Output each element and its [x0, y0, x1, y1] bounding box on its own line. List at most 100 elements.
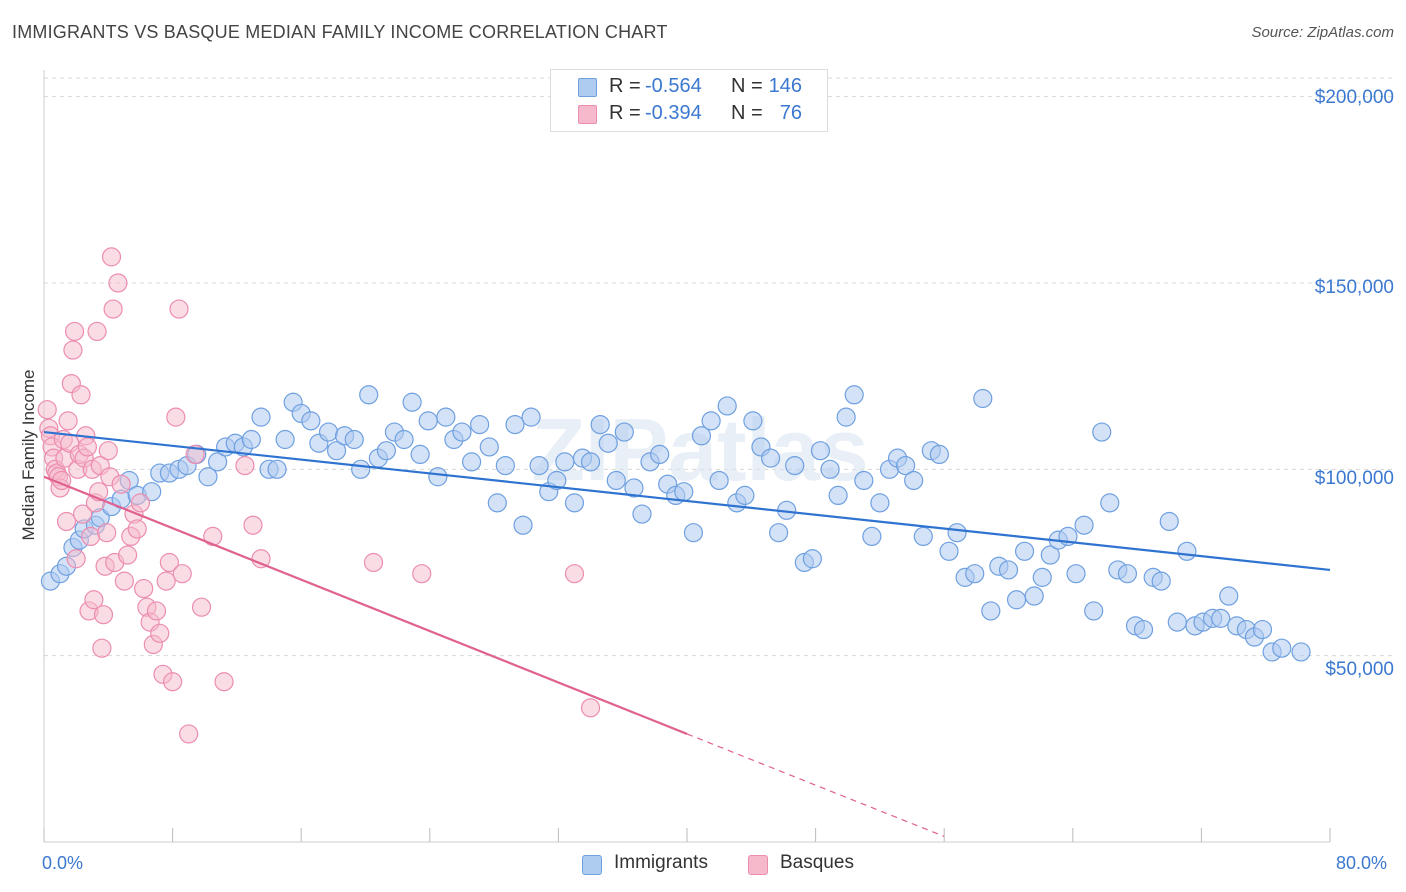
trend-lines — [43, 430, 1331, 837]
basques-point — [64, 321, 85, 342]
basques-point — [166, 407, 186, 427]
immigrants-point — [973, 388, 993, 409]
immigrants-point — [1100, 493, 1120, 513]
immigrants-point — [896, 455, 916, 476]
immigrants-point — [198, 467, 218, 487]
immigrants-point — [785, 455, 805, 476]
basques-point — [363, 552, 384, 573]
basques-point — [93, 605, 114, 625]
immigrants-point — [1177, 541, 1197, 561]
immigrants-point — [836, 407, 856, 427]
immigrants-point — [862, 526, 882, 547]
basques-point — [71, 385, 91, 405]
immigrants-point — [590, 414, 610, 435]
basques-point — [146, 601, 167, 621]
immigrants-point — [359, 385, 379, 405]
immigrants-point — [1074, 515, 1094, 535]
immigrants-point — [1211, 608, 1231, 628]
legend-row-basques: R = -0.394 N = 76 — [551, 101, 827, 128]
basques-point — [58, 411, 78, 431]
correlation-legend: R = -0.564 N = 146 R = -0.394 N = 76 — [550, 69, 828, 132]
immigrants-point — [521, 407, 541, 427]
basques-legend-swatch — [748, 855, 768, 875]
immigrants-point — [547, 470, 567, 491]
immigrants-legend-swatch — [582, 855, 602, 875]
immigrants-point — [495, 455, 515, 476]
immigrants-point — [810, 441, 831, 461]
basques-point — [84, 590, 104, 610]
immigrants-point — [820, 459, 840, 479]
immigrants-point — [598, 433, 618, 453]
immigrants-point — [318, 422, 339, 442]
immigrants-point — [344, 429, 364, 450]
axes — [43, 70, 1331, 843]
chart-title: IMMIGRANTS VS BASQUE MEDIAN FAMILY INCOM… — [12, 22, 668, 42]
basques-point — [114, 571, 134, 591]
immigrants-point — [1133, 619, 1154, 640]
immigrants-point — [275, 429, 295, 450]
legend-row-immigrants: R = -0.564 N = 146 — [551, 74, 827, 101]
immigrants-point — [1151, 571, 1171, 591]
immigrants-point — [208, 452, 228, 472]
chart-source: Source: ZipAtlas.com — [1251, 24, 1394, 41]
basques-point — [103, 299, 123, 319]
immigrants-point — [802, 549, 822, 569]
immigrants-point — [769, 523, 789, 543]
immigrants-point — [241, 429, 261, 450]
immigrants-point — [301, 411, 321, 431]
immigrants-point — [674, 482, 694, 502]
immigrants-point — [1024, 586, 1044, 606]
basques-point — [72, 504, 93, 524]
basques-point — [63, 340, 83, 360]
basques-point — [412, 564, 432, 584]
r-label: R = — [609, 102, 641, 124]
basques-point — [564, 564, 585, 584]
immigrants-point — [470, 414, 490, 435]
immigrants-point — [452, 422, 472, 442]
basques-point — [108, 273, 128, 293]
immigrants-point — [436, 407, 456, 427]
basques-trend-line — [43, 475, 688, 735]
immigrants-point — [606, 470, 626, 491]
basques-point — [172, 564, 192, 584]
immigrants-point — [624, 478, 644, 498]
n-label: N = — [731, 102, 763, 124]
basques-point — [130, 493, 151, 513]
immigrants-point — [717, 396, 737, 416]
immigrants-point — [691, 426, 712, 446]
immigrants-point — [870, 493, 890, 513]
basques-point — [150, 623, 170, 643]
basques-point — [77, 437, 98, 457]
immigrants-point — [632, 504, 652, 524]
basques-point — [214, 672, 234, 692]
immigrants-point — [487, 493, 507, 513]
immigrants-point — [555, 452, 575, 472]
immigrants-trend-line — [43, 430, 1331, 572]
basques-point — [251, 549, 271, 569]
immigrants-point — [267, 459, 287, 479]
immigrants-point — [394, 429, 414, 450]
immigrants-point — [1272, 638, 1292, 658]
basques-point — [81, 526, 101, 547]
immigrants-point — [913, 526, 933, 547]
immigrants-point — [904, 470, 924, 491]
r-value: -0.564 — [645, 75, 702, 97]
immigrants-point — [251, 407, 271, 427]
immigrants-point — [1117, 564, 1138, 584]
immigrants-point — [760, 448, 781, 468]
basques-point — [134, 578, 154, 599]
basques-point — [127, 519, 147, 539]
immigrants-point — [1014, 541, 1035, 561]
n-value: 146 — [768, 75, 802, 97]
immigrants-point — [735, 485, 755, 506]
immigrants-point — [1040, 545, 1060, 565]
y-tick-label: $200,000 — [1314, 87, 1394, 108]
immigrants-point — [376, 441, 396, 461]
basques-point — [56, 511, 77, 532]
immigrants-point — [981, 601, 1001, 621]
immigrants-point — [1252, 619, 1273, 640]
immigrants-point — [844, 385, 864, 405]
immigrants-point — [1066, 564, 1086, 584]
n-value: 76 — [779, 102, 802, 124]
